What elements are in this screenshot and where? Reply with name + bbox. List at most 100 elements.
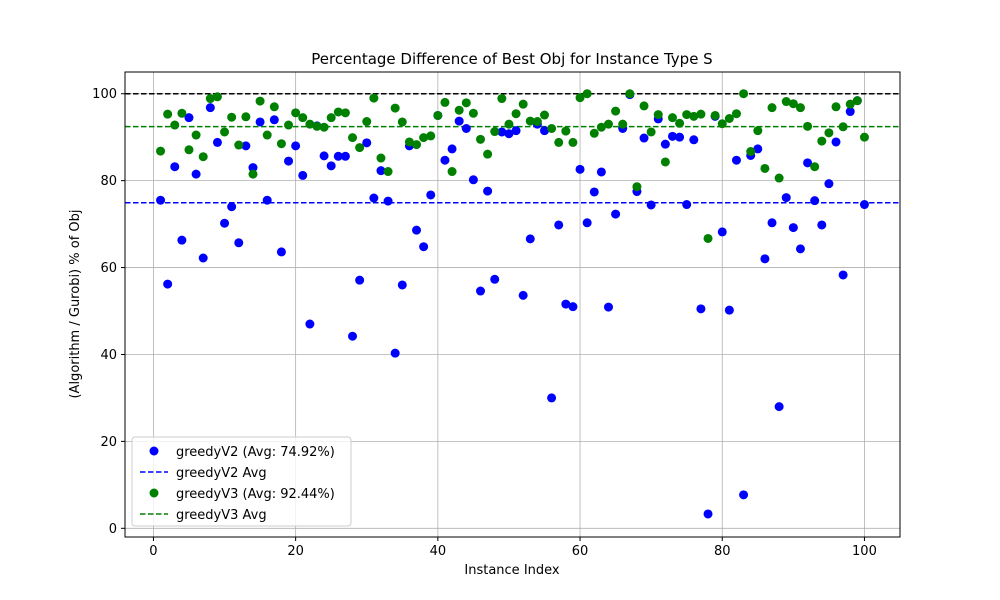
y-axis-label: (Algorithm / Gurobi) % of Obj (68, 209, 83, 398)
greedyv3-point (525, 116, 535, 126)
greedyv3-point (447, 167, 457, 177)
greedyv3-point (326, 113, 336, 123)
greedyv3-point (468, 108, 478, 118)
y-tick-label: 100 (92, 87, 117, 102)
greedyv2-point (419, 242, 429, 252)
greedyv2-point (426, 190, 436, 200)
greedyv3-point (333, 107, 343, 117)
greedyv2-point (397, 280, 407, 290)
greedyv3-point (483, 149, 493, 159)
greedyv3-point (568, 137, 578, 147)
greedyv3-point (383, 167, 393, 177)
greedyv2-point (490, 274, 500, 284)
greedyv2-point (440, 155, 450, 165)
greedyv2-point (596, 167, 606, 177)
greedyv2-point (525, 234, 535, 244)
greedyv2-point (717, 227, 727, 237)
greedyv3-point (291, 108, 301, 118)
greedyv2-point (156, 195, 166, 205)
greedyv3-point (404, 137, 414, 147)
greedyv3-point (376, 153, 386, 163)
greedyv3-point (504, 119, 514, 129)
greedyv3-point (788, 99, 798, 109)
greedyv2-point (284, 156, 294, 166)
greedyv2-point (177, 235, 187, 245)
greedyv3-point (248, 169, 258, 179)
greedyv3-point (348, 133, 358, 143)
greedyv3-point (739, 89, 749, 99)
greedyv2-point (248, 163, 258, 173)
greedyv3-point (845, 99, 855, 109)
greedyv2-point (682, 200, 692, 210)
y-axis-ticks: 0 20 40 60 80 100 (92, 87, 125, 537)
greedyv3-point (419, 133, 429, 143)
greedyv2-point (824, 179, 834, 189)
greedyv3-point (746, 147, 756, 157)
greedyv2-point (781, 193, 791, 203)
greedyv2-point (831, 137, 841, 147)
greedyv3-point (198, 152, 208, 162)
legend-label-greedyv3: greedyV3 (Avg: 92.44%) (176, 487, 335, 502)
greedyv3-point (497, 94, 507, 104)
greedyv3-point (660, 157, 670, 167)
greedyv3-point (596, 122, 606, 132)
legend-label-greedyv2-avg: greedyV2 Avg (176, 466, 267, 481)
greedyv3-point (440, 97, 450, 107)
greedyv3-point (227, 112, 237, 122)
greedyv3-point (362, 117, 372, 127)
greedyv3-point (724, 114, 734, 123)
greedyv2-point (675, 132, 685, 142)
greedyv3-point (575, 93, 585, 103)
greedyv3-point (810, 162, 820, 172)
greedyv3-point (163, 109, 173, 119)
greedyv3-point (255, 96, 265, 106)
greedyv3-point (632, 182, 642, 192)
x-axis-label: Instance Index (464, 563, 560, 578)
legend-marker-greedyv3 (149, 488, 159, 498)
greedyv2-point (575, 164, 585, 174)
greedyv3-point (760, 163, 770, 173)
greedyv3-point (774, 173, 784, 183)
plot-frame (124, 71, 901, 538)
greedyv3-point (220, 127, 230, 137)
greedyv3-point (667, 113, 677, 123)
greedyv3-point (305, 119, 315, 129)
greedyv3-point (639, 101, 649, 111)
greedyv3-point (696, 109, 706, 119)
greedyv2-point (589, 187, 599, 197)
greedyv3-point (177, 108, 187, 118)
greedyv3-point (795, 103, 805, 113)
greedyv3-point (611, 106, 621, 116)
greedyv3-point (426, 131, 436, 141)
greedyv2-point (795, 244, 805, 254)
greedyv2-point (241, 141, 251, 151)
greedyv3-point (603, 119, 613, 129)
greedyv2-point (646, 200, 656, 210)
greedyv3-point (298, 113, 308, 123)
greedyv2-point (184, 113, 194, 123)
y-tick-label: 60 (100, 261, 117, 276)
greedyv3-point (461, 98, 471, 108)
x-tick-label: 20 (287, 544, 304, 559)
greedyv3-point (803, 121, 813, 131)
x-tick-label: 80 (714, 544, 731, 559)
greedyv2-point (611, 209, 621, 219)
greedyv3-point (390, 103, 400, 113)
greedyv2-point (305, 319, 315, 329)
greedyv2-point (838, 270, 848, 280)
greedyv3-point (262, 130, 272, 140)
x-tick-label: 40 (430, 544, 447, 559)
greedyv2-point (170, 162, 180, 172)
greedyv2-point (220, 218, 230, 228)
greedyv2-point (788, 223, 798, 233)
greedyv3-point (589, 128, 599, 138)
greedyv2-point (803, 158, 813, 168)
greedyv3-point (582, 89, 592, 99)
data-points (156, 89, 869, 519)
greedyv3-point (539, 110, 549, 120)
greedyv2-point (390, 348, 400, 358)
greedyv2-point (191, 169, 201, 179)
greedyv2-point (760, 254, 770, 264)
greedyv2-point (817, 220, 827, 230)
greedyv2-point (276, 247, 286, 257)
